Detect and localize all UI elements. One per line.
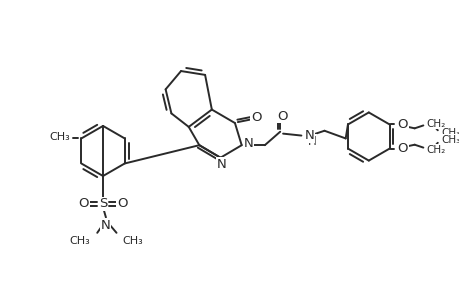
- Text: CH₂: CH₂: [425, 145, 444, 154]
- Text: CH₃: CH₃: [441, 135, 459, 145]
- Text: O: O: [397, 118, 407, 131]
- Text: CH₃: CH₃: [70, 236, 90, 245]
- Text: N: N: [243, 137, 253, 150]
- Text: O: O: [117, 197, 127, 210]
- Text: CH₃: CH₃: [49, 131, 70, 142]
- Text: O: O: [397, 142, 407, 155]
- Text: N: N: [101, 219, 111, 232]
- Text: N: N: [303, 129, 313, 142]
- Text: O: O: [276, 110, 287, 123]
- Text: N: N: [216, 158, 226, 171]
- Text: H: H: [308, 135, 316, 148]
- Text: O: O: [250, 111, 261, 124]
- Text: S: S: [99, 197, 107, 210]
- Text: CH₃: CH₃: [122, 236, 143, 245]
- Text: O: O: [78, 197, 89, 210]
- Text: CH₂: CH₂: [425, 118, 444, 128]
- Text: CH₃: CH₃: [441, 128, 459, 138]
